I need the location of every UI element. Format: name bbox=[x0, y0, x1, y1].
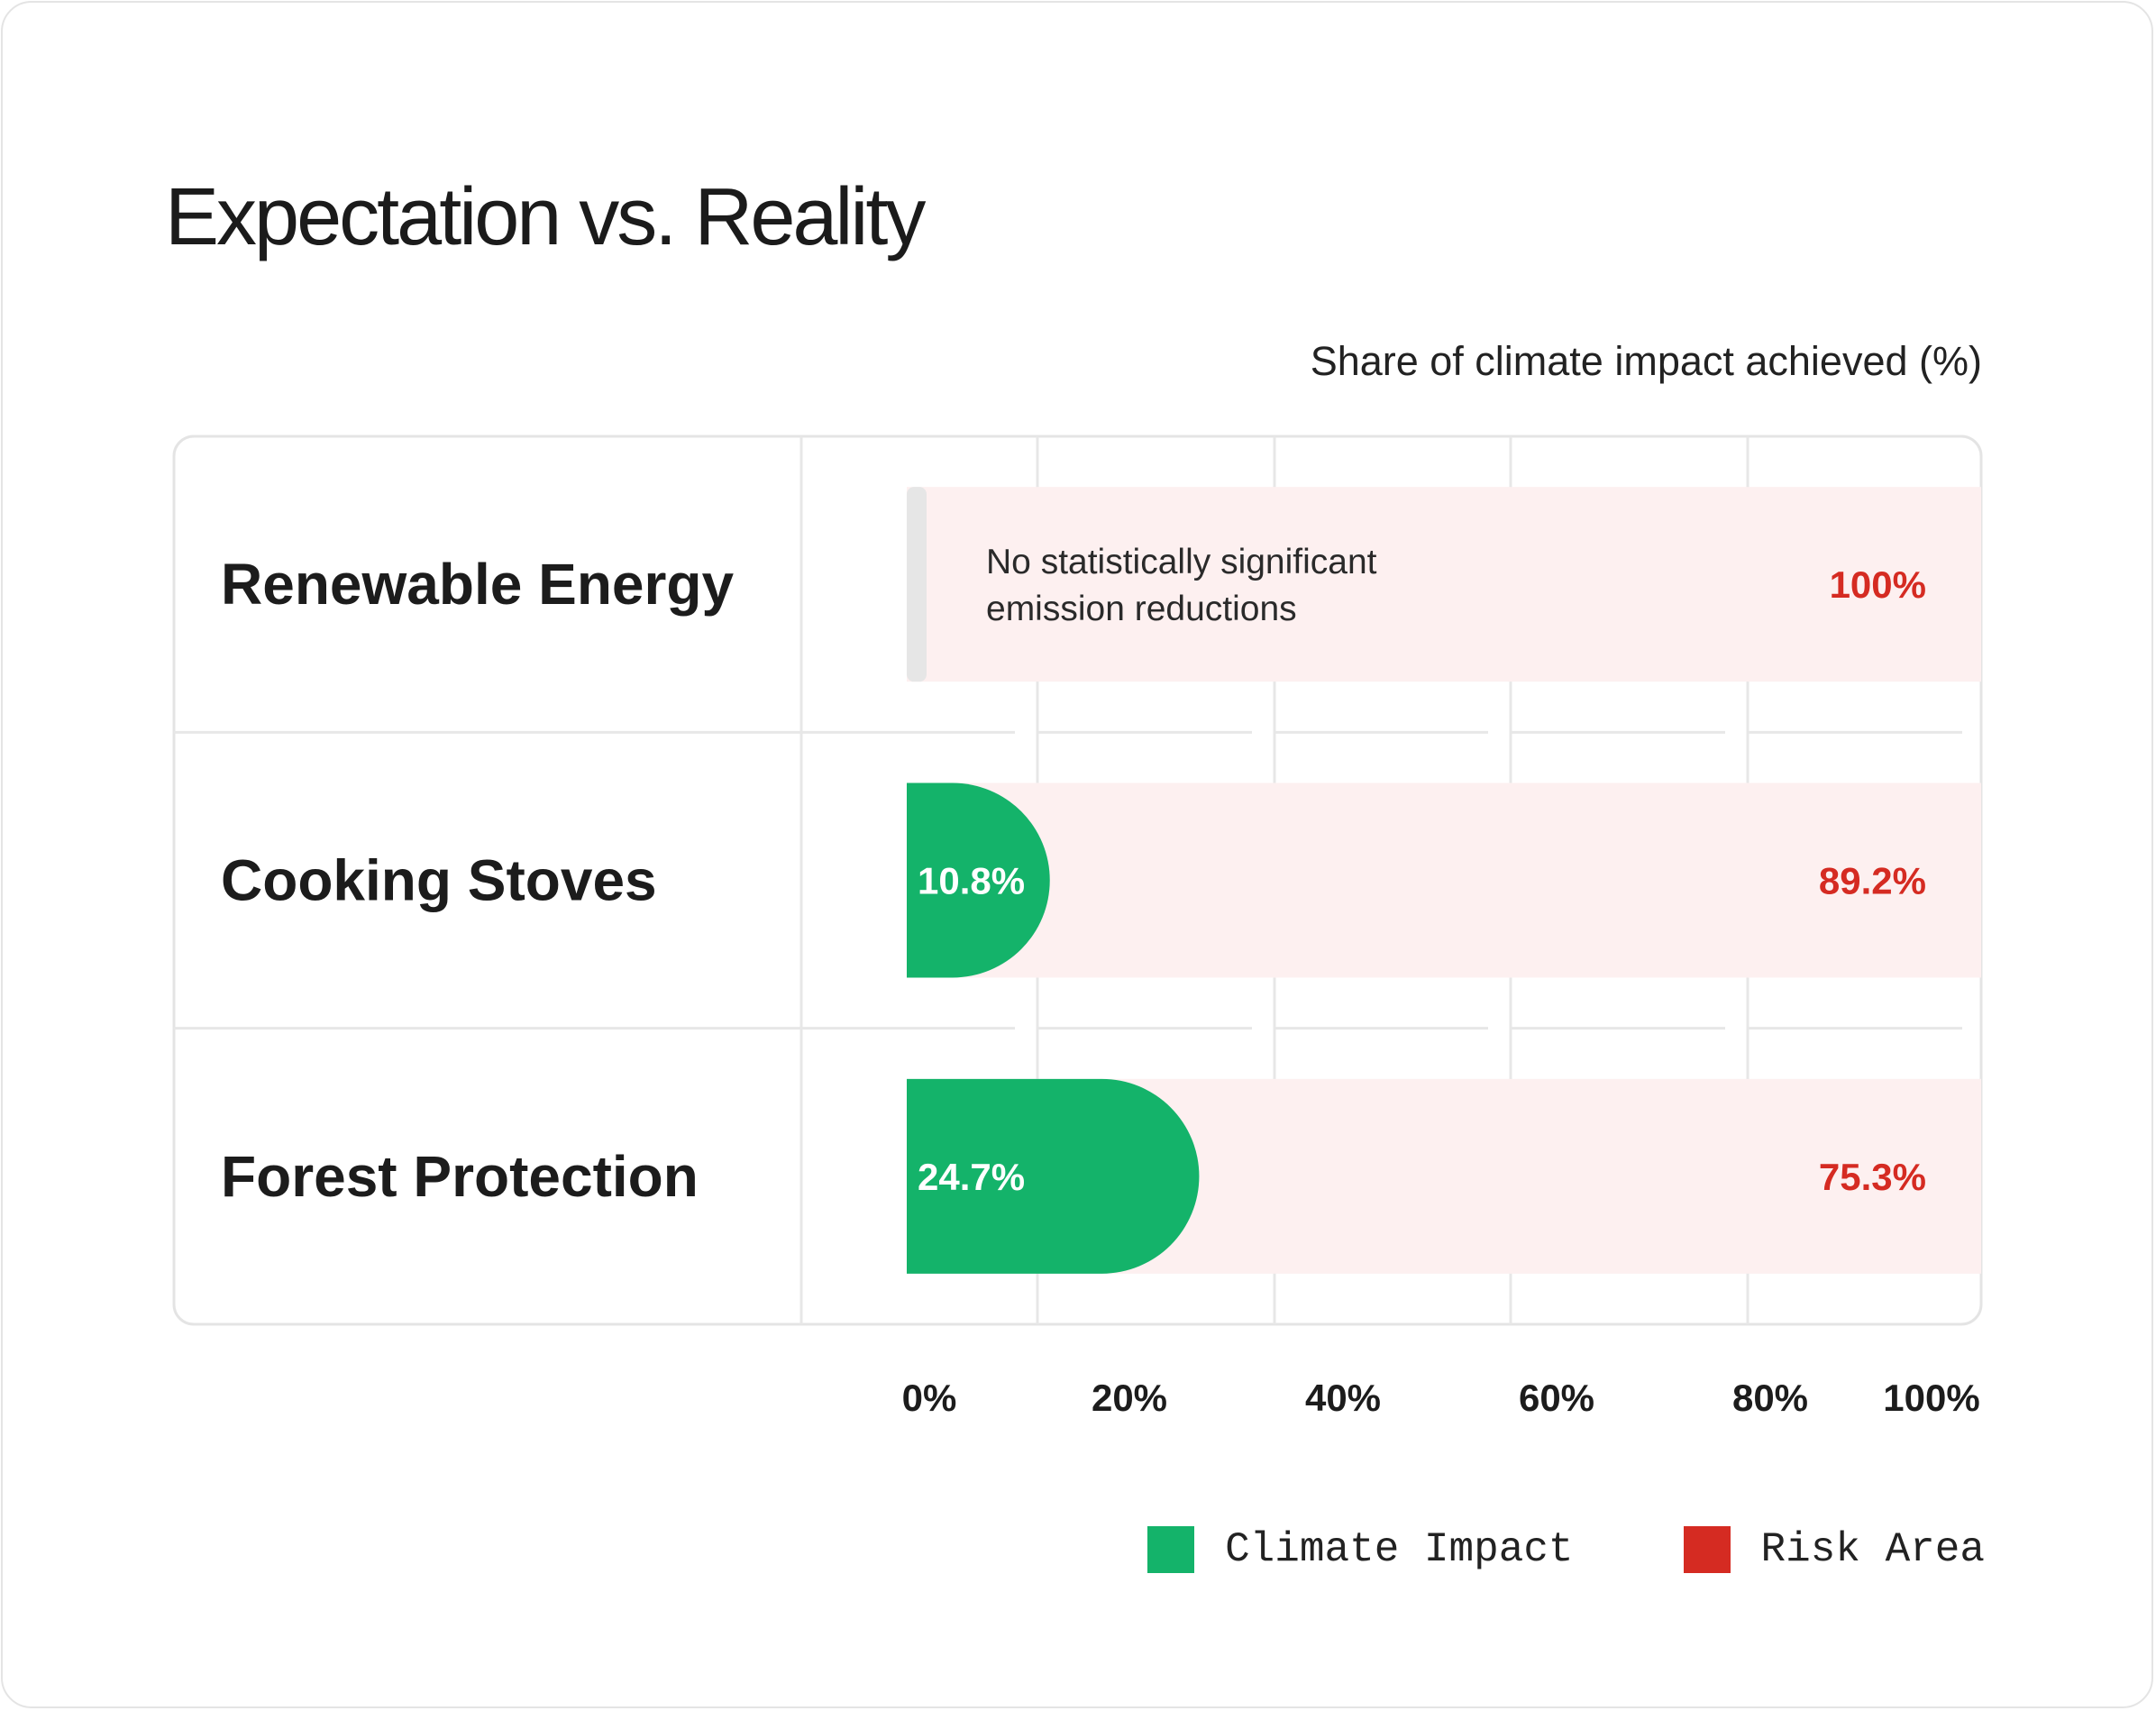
climate-impact-value-label: 24.7% bbox=[918, 1156, 1025, 1198]
labels: Renewable Energy 100% Cooking Stoves 10.8% 8… bbox=[221, 543, 1980, 1419]
chart-title: Expectation vs. Reality bbox=[165, 172, 926, 262]
legend-item-climate-impact: Climate Impact bbox=[1147, 1526, 1574, 1573]
bars bbox=[907, 487, 1981, 1274]
category-label: Forest Protection bbox=[221, 1144, 699, 1209]
climate-impact-bar bbox=[907, 782, 1050, 978]
risk-area-bar bbox=[907, 487, 1981, 682]
legend-swatch-risk bbox=[1683, 1526, 1731, 1573]
legend-swatch-impact bbox=[1147, 1526, 1195, 1573]
risk-area-bar bbox=[907, 782, 1981, 978]
legend-label-impact: Climate Impact bbox=[1225, 1526, 1574, 1573]
legend-item-risk-area: Risk Area bbox=[1683, 1526, 1985, 1573]
annotation-note: No statistically significant bbox=[986, 543, 1377, 581]
x-tick-label: 0% bbox=[902, 1377, 957, 1419]
x-tick-label: 20% bbox=[1092, 1377, 1167, 1419]
x-tick-label: 100% bbox=[1883, 1377, 1979, 1419]
climate-impact-value-label: 10.8% bbox=[918, 860, 1025, 902]
x-tick-label: 80% bbox=[1732, 1377, 1808, 1419]
x-tick-label: 40% bbox=[1305, 1377, 1381, 1419]
legend: Climate Impact Risk Area bbox=[1147, 1526, 1985, 1573]
category-label: Cooking Stoves bbox=[221, 848, 657, 913]
annotation-note: emission reductions bbox=[986, 590, 1297, 628]
category-label: Renewable Energy bbox=[221, 552, 735, 617]
risk-area-value-label: 89.2% bbox=[1819, 860, 1926, 902]
climate-impact-bar-empty bbox=[907, 487, 927, 682]
legend-label-risk: Risk Area bbox=[1760, 1526, 1985, 1573]
x-tick-label: 60% bbox=[1519, 1377, 1594, 1419]
risk-area-value-label: 100% bbox=[1830, 563, 1926, 606]
climate-impact-bar bbox=[907, 1078, 1200, 1274]
risk-area-value-label: 75.3% bbox=[1819, 1156, 1926, 1198]
chart-subtitle: Share of climate impact achieved (%) bbox=[1310, 338, 1982, 384]
